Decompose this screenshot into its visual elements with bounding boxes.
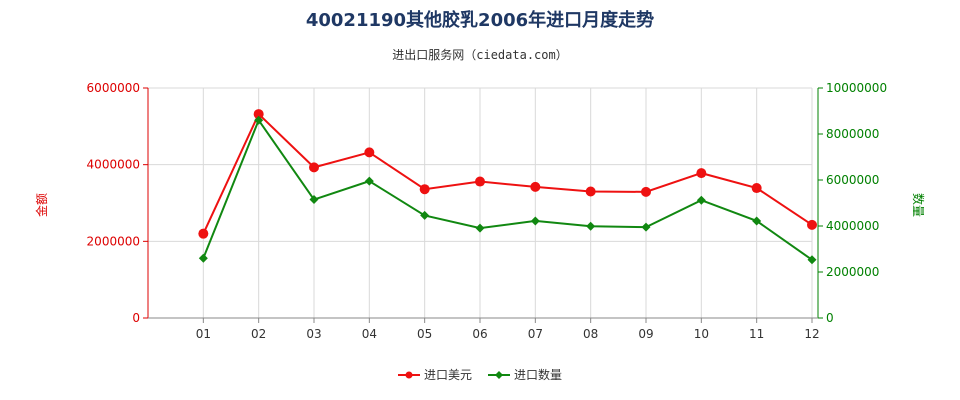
series-point-2: [364, 176, 374, 186]
series-point-1: [198, 228, 209, 239]
x-axis-tick-label: 09: [638, 327, 653, 341]
x-axis-tick-label: 10: [694, 327, 709, 341]
right-axis-tick-label: 10000000: [826, 81, 887, 95]
x-axis-tick-label: 04: [362, 327, 377, 341]
series-point-2: [530, 216, 540, 226]
series-point-1: [309, 162, 319, 173]
series-point-2: [752, 216, 762, 226]
series-point-2: [420, 210, 430, 220]
series-line-2: [202, 118, 813, 261]
left-axis-tick-label: 2000000: [87, 234, 140, 248]
x-axis-tick-label: 06: [472, 327, 487, 341]
series-point-1: [475, 176, 485, 187]
series-point-1: [364, 147, 375, 158]
series-point-1: [419, 184, 430, 195]
right-axis-tick-label: 2000000: [826, 265, 879, 279]
x-axis-tick-label: 08: [583, 327, 598, 341]
series-point-1: [807, 219, 817, 230]
x-axis-tick-label: 07: [528, 327, 543, 341]
series-point-1: [696, 168, 707, 179]
right-axis-title: 数量: [911, 193, 926, 217]
chart-title: 40021190其他胶乳2006年进口月度走势: [305, 10, 655, 31]
series-point-2: [586, 221, 596, 231]
series-point-2: [254, 115, 264, 125]
series-point-1: [751, 183, 762, 194]
x-axis-tick-label: 01: [196, 327, 211, 341]
series-point-2: [309, 195, 319, 205]
right-axis-tick-label: 6000000: [826, 173, 879, 187]
left-axis-tick-label: 4000000: [87, 158, 140, 172]
x-axis-tick-label: 11: [749, 327, 764, 341]
left-axis-tick-label: 6000000: [87, 81, 140, 95]
legend-label-1: 进口美元: [424, 368, 472, 382]
x-axis-tick-label: 02: [251, 327, 266, 341]
series-point-1: [253, 109, 264, 120]
left-axis-tick-label: 0: [132, 311, 140, 325]
right-axis-tick-label: 8000000: [826, 127, 879, 141]
series-point-2: [641, 222, 651, 232]
series-point-2: [807, 255, 817, 265]
right-axis-tick-label: 4000000: [826, 219, 879, 233]
series-point-2: [696, 195, 706, 205]
legend-marker-2: [495, 371, 503, 379]
series-point-1: [585, 186, 596, 197]
legend-label-2: 进口数量: [514, 367, 562, 382]
series-line-1: [202, 112, 813, 235]
legend-marker-1: [405, 371, 413, 379]
left-axis-title: 金额: [34, 193, 49, 217]
x-axis-tick-label: 03: [306, 327, 321, 341]
series-point-1: [641, 186, 651, 197]
x-axis-tick-label: 12: [804, 327, 819, 341]
series-point-1: [530, 181, 541, 192]
series-point-2: [198, 253, 208, 263]
chart-subtitle: 进出口服务网（ciedata.com）: [392, 48, 568, 62]
right-axis-tick-label: 0: [826, 311, 834, 325]
x-axis-tick-label: 05: [417, 327, 432, 341]
series-point-2: [475, 223, 485, 233]
